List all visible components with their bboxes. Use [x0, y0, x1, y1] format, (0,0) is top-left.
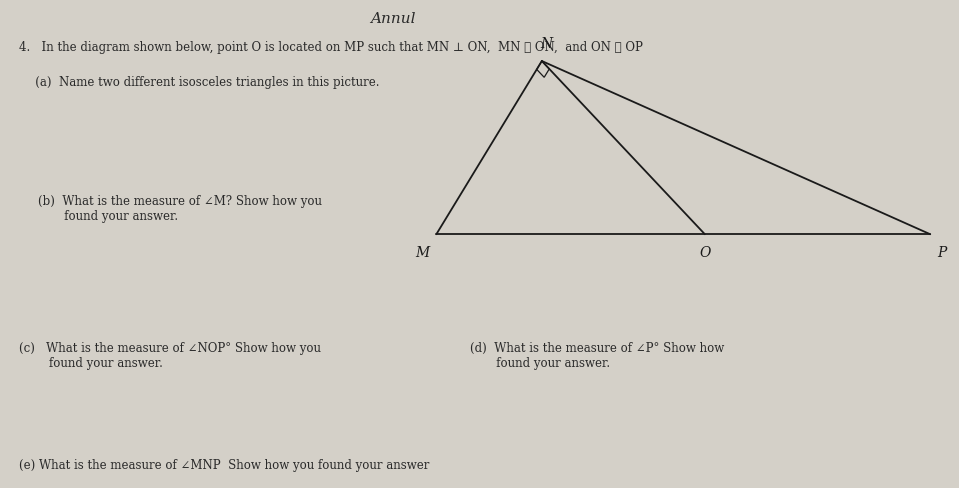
Text: (c)   What is the measure of ∠NOP° Show how you
        found your answer.: (c) What is the measure of ∠NOP° Show ho… — [19, 342, 321, 369]
Text: (b)  What is the measure of ∠M? Show how you
       found your answer.: (b) What is the measure of ∠M? Show how … — [38, 195, 322, 223]
Text: O: O — [699, 246, 711, 260]
Text: M: M — [415, 246, 429, 260]
Text: 4.   In the diagram shown below, point O is located on MP such that MN ⊥ ON,  MN: 4. In the diagram shown below, point O i… — [19, 41, 643, 55]
Text: P: P — [937, 246, 947, 260]
Text: (d)  What is the measure of ∠P° Show how
       found your answer.: (d) What is the measure of ∠P° Show how … — [470, 342, 724, 369]
Text: Annul: Annul — [370, 12, 416, 26]
Text: (a)  Name two different isosceles triangles in this picture.: (a) Name two different isosceles triangl… — [24, 76, 380, 89]
Text: N: N — [541, 37, 552, 51]
Text: (e) What is the measure of ∠MNP  Show how you found your answer: (e) What is the measure of ∠MNP Show how… — [19, 459, 430, 472]
